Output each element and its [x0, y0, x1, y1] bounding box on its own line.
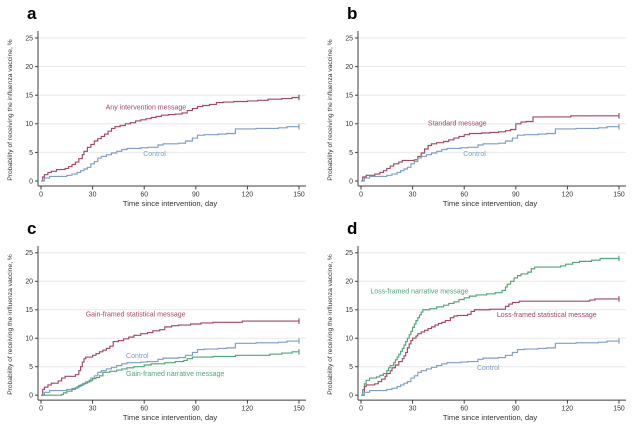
y-tick-label: 25	[345, 250, 353, 257]
plot-area: 0 30 60 90 120 150 0 5 10 15 20 25 Loss-framed narra…	[345, 245, 626, 413]
series-curve-control	[361, 340, 619, 396]
y-tick-label: 5	[349, 364, 353, 371]
x-tick-label: 60	[140, 192, 148, 199]
x-tick-label: 0	[359, 406, 363, 413]
series-label-loss-framed-narrative-message: Loss-framed narrative message	[370, 288, 468, 295]
panel-d: d Probability of receiving the influenza…	[327, 219, 626, 422]
x-tick-label: 30	[409, 406, 417, 413]
y-axis-label: Probability of receiving the influenza v…	[7, 254, 14, 395]
y-tick-label: 25	[25, 35, 33, 42]
x-tick-label: 120	[562, 406, 574, 413]
panel-letter-b: b	[347, 4, 357, 23]
panel-b: b Probability of receiving the influenza…	[327, 4, 626, 208]
plot-area: 0 30 60 90 120 150 0 5 10 15 20 25 Any intervention …	[25, 31, 306, 199]
series-curve-control	[41, 126, 299, 182]
panel-letter-d: d	[347, 219, 357, 238]
series-label-gain-framed-narrative-message: Gain-framed narrative message	[126, 371, 224, 378]
y-tick-label: 20	[345, 64, 353, 71]
y-tick-label: 20	[345, 279, 353, 286]
x-tick-label: 150	[293, 406, 305, 413]
series-curve-gain-framed-narrative-message	[41, 351, 299, 396]
y-tick-label: 10	[345, 336, 353, 343]
series-curve-gain-framed-statistical-message	[41, 320, 299, 396]
y-axis-label: Probability of receiving the influenza v…	[7, 39, 14, 180]
y-axis-label: Probability of receiving the influenza v…	[327, 254, 334, 395]
x-tick-label: 90	[192, 192, 200, 199]
series-curve-loss-framed-statistical-message	[361, 298, 619, 396]
x-tick-label: 0	[39, 192, 43, 199]
y-tick-label: 20	[25, 64, 33, 71]
plot-area: 0 30 60 90 120 150 0 5 10 15 20 25 Standard message C…	[345, 31, 626, 199]
y-tick-label: 25	[345, 35, 353, 42]
y-tick-label: 15	[25, 307, 33, 314]
x-tick-label: 150	[613, 406, 625, 413]
x-tick-label: 30	[89, 192, 97, 199]
x-axis-label: Time since intervention, day	[443, 413, 537, 422]
y-tick-label: 15	[345, 93, 353, 100]
series-label-any-intervention-message: Any intervention message	[106, 105, 187, 112]
x-tick-label: 60	[140, 406, 148, 413]
y-tick-label: 0	[349, 178, 353, 185]
series-label-control: Control	[126, 353, 149, 360]
y-tick-label: 15	[345, 307, 353, 314]
y-tick-label: 15	[25, 93, 33, 100]
panel-a: a Probability of receiving the influenza…	[7, 4, 306, 208]
y-tick-label: 10	[25, 121, 33, 128]
x-tick-label: 0	[359, 192, 363, 199]
y-tick-label: 10	[25, 336, 33, 343]
panel-c: c Probability of receiving the influenza…	[7, 219, 306, 422]
series-label-gain-framed-statistical-message: Gain-framed statistical message	[86, 312, 186, 319]
y-tick-label: 0	[349, 393, 353, 400]
series-label-standard-message: Standard message	[428, 121, 487, 128]
y-tick-label: 5	[29, 364, 33, 371]
x-axis-label: Time since intervention, day	[123, 413, 217, 422]
y-tick-label: 25	[25, 250, 33, 257]
series-label-control: Control	[477, 365, 500, 372]
y-axis-label: Probability of receiving the influenza v…	[327, 39, 334, 180]
y-tick-label: 10	[345, 121, 353, 128]
x-tick-label: 90	[512, 192, 520, 199]
plot-area: 0 30 60 90 120 150 0 5 10 15 20 25 Gain-framed stati…	[25, 245, 306, 413]
x-tick-label: 30	[409, 192, 417, 199]
x-tick-label: 150	[613, 192, 625, 199]
y-tick-label: 0	[29, 178, 33, 185]
x-tick-label: 90	[512, 406, 520, 413]
y-tick-label: 20	[25, 279, 33, 286]
x-tick-label: 60	[460, 192, 468, 199]
x-tick-label: 0	[39, 406, 43, 413]
series-curve-control	[361, 126, 619, 182]
panel-letter-c: c	[27, 219, 36, 238]
x-tick-label: 60	[460, 406, 468, 413]
series-curve-standard-message	[361, 115, 619, 182]
y-tick-label: 5	[29, 150, 33, 157]
panel-letter-a: a	[27, 4, 37, 23]
x-tick-label: 120	[242, 192, 254, 199]
series-label-control: Control	[463, 151, 486, 158]
x-axis-label: Time since intervention, day	[443, 199, 537, 208]
y-tick-label: 0	[29, 393, 33, 400]
x-tick-label: 120	[562, 192, 574, 199]
y-tick-label: 5	[349, 150, 353, 157]
series-curve-any-intervention-message	[41, 96, 299, 182]
series-label-control: Control	[143, 151, 166, 158]
x-tick-label: 150	[293, 192, 305, 199]
series-curve-control	[41, 340, 299, 396]
series-curve-loss-framed-narrative-message	[361, 257, 619, 396]
x-tick-label: 30	[89, 406, 97, 413]
x-tick-label: 120	[242, 406, 254, 413]
x-axis-label: Time since intervention, day	[123, 199, 217, 208]
series-label-loss-framed-statistical-message: Loss-framed statistical message	[497, 312, 597, 319]
x-tick-label: 90	[192, 406, 200, 413]
